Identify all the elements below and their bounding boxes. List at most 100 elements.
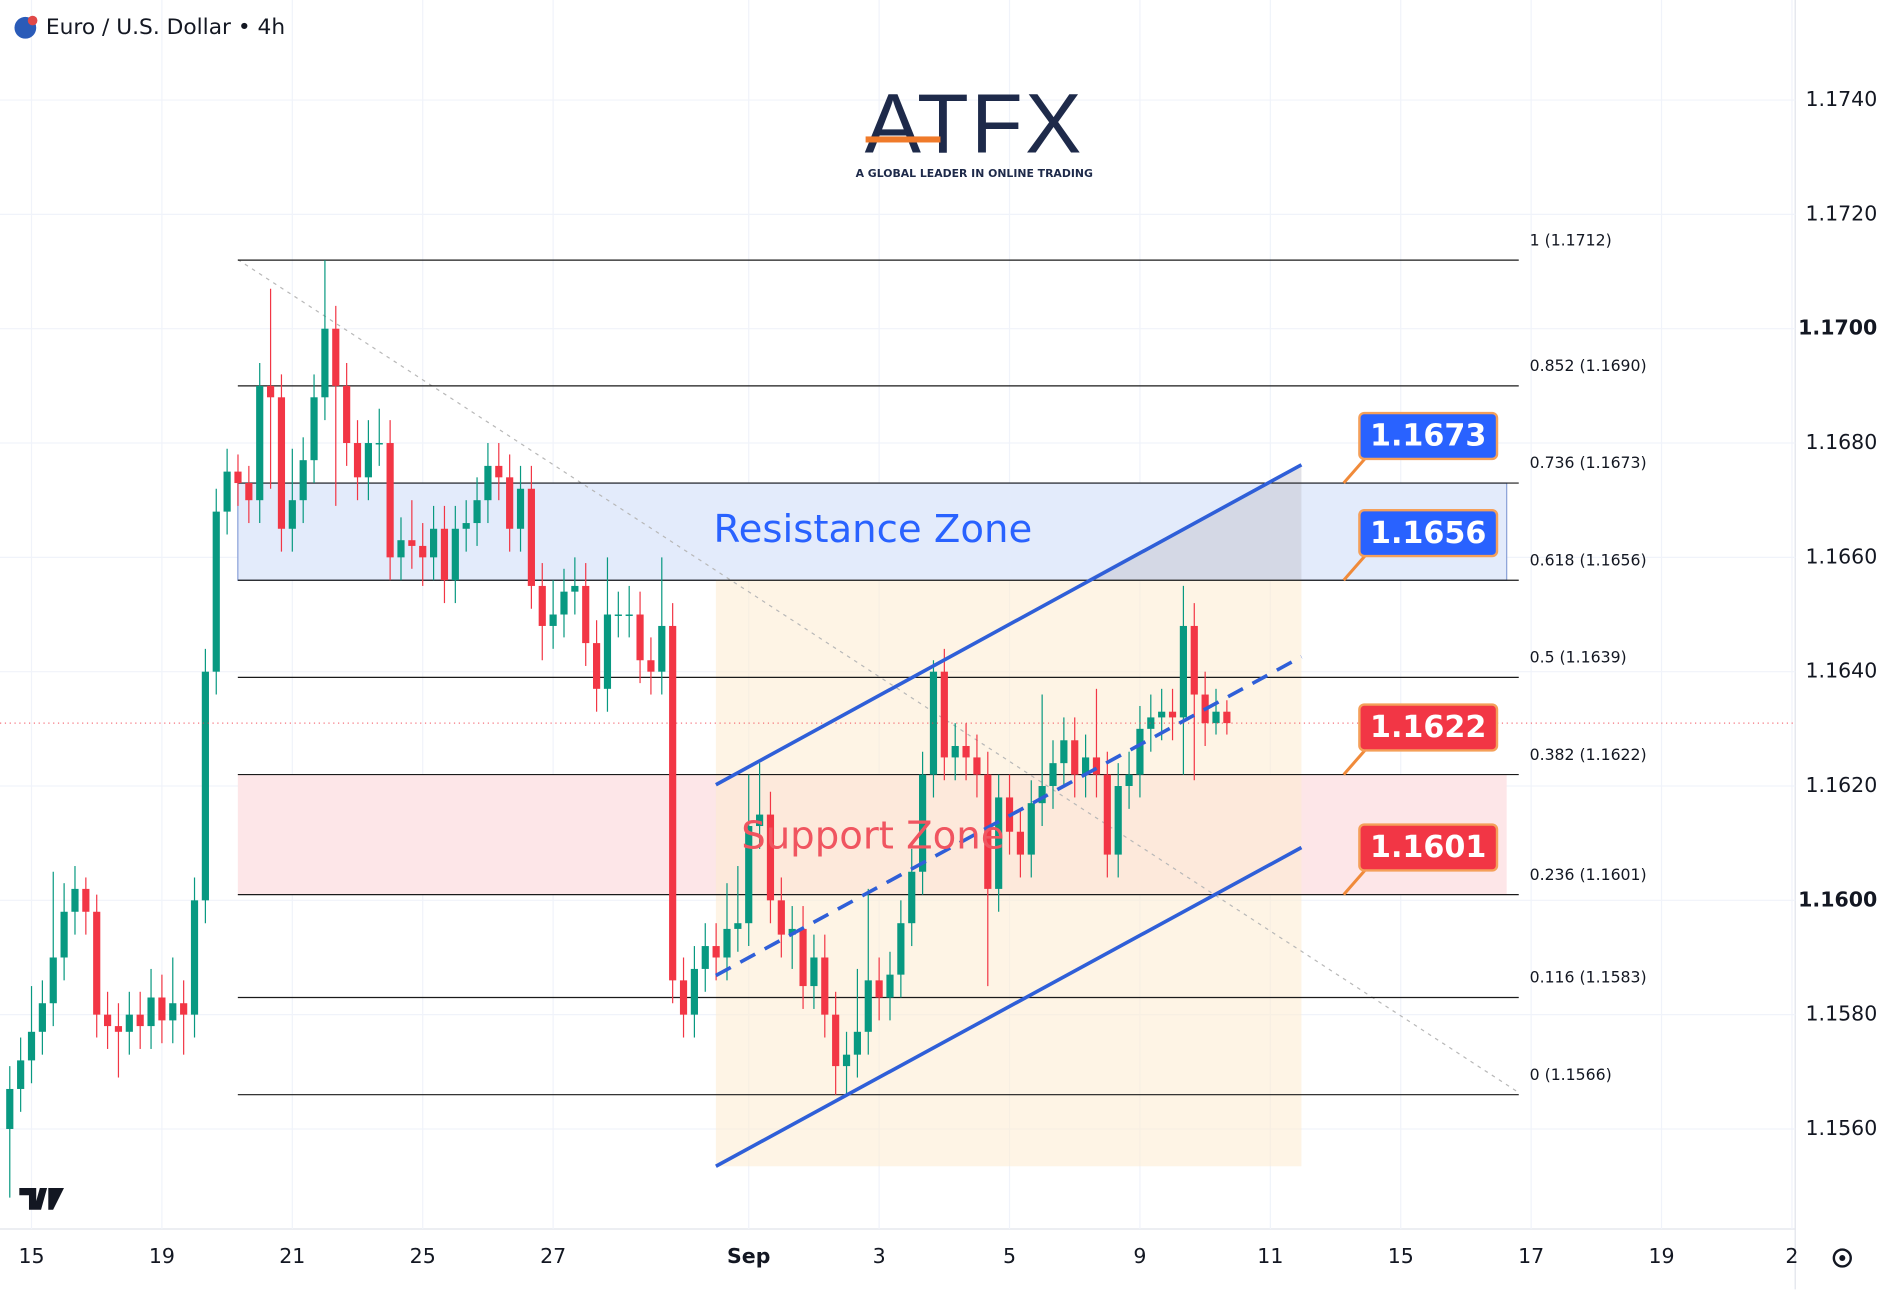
settings-icon-center xyxy=(1839,1254,1846,1262)
fib-label: 0.736 (1.1673) xyxy=(1530,453,1647,472)
candle-body xyxy=(158,997,166,1021)
fib-label: 0.236 (1.1601) xyxy=(1530,865,1647,884)
x-tick-label: 15 xyxy=(1388,1244,1414,1268)
candle-body xyxy=(690,968,698,1015)
logo-accent xyxy=(865,136,941,143)
candle-body xyxy=(919,774,927,872)
candle-body xyxy=(234,471,242,484)
symbol-icon-flag xyxy=(27,15,38,26)
candle-body xyxy=(1060,740,1068,764)
candle-body xyxy=(679,980,688,1015)
candles-layer xyxy=(0,260,1796,1198)
candle-body xyxy=(853,1031,861,1055)
channel-mid xyxy=(715,655,1303,978)
candle-body xyxy=(169,1003,177,1021)
callout-box xyxy=(1358,411,1499,461)
candle-body xyxy=(343,385,351,444)
candle-body xyxy=(995,797,1003,889)
y-tick-label: 1.1640 xyxy=(1806,659,1878,683)
candle-body xyxy=(1038,786,1046,804)
candle-body xyxy=(299,460,307,501)
candle-body xyxy=(1114,786,1122,855)
candle-body xyxy=(321,328,329,398)
candle-body xyxy=(310,397,318,461)
candle-body xyxy=(745,826,753,924)
candle-body xyxy=(82,888,90,912)
candle-body xyxy=(886,974,894,998)
candle-body xyxy=(1103,774,1111,855)
candle-body xyxy=(353,443,362,478)
candle-body xyxy=(473,500,481,524)
channel-box xyxy=(715,579,1302,1167)
x-tick-label: 19 xyxy=(1648,1244,1674,1268)
fib-label: 0.5 (1.1639) xyxy=(1530,648,1627,667)
candle-body xyxy=(266,385,275,398)
logo-text: ATFX xyxy=(865,77,1084,171)
candle-body xyxy=(962,745,970,758)
zone-label: Resistance Zone xyxy=(713,507,1032,552)
y-tick-label: 1.1660 xyxy=(1806,544,1878,568)
y-tick-label: 1.1740 xyxy=(1806,87,1878,111)
fib-label: 0.852 (1.1690) xyxy=(1530,356,1647,375)
candle-body xyxy=(549,614,557,626)
candle-body xyxy=(147,997,155,1027)
callout-box xyxy=(1358,823,1499,872)
candle-body xyxy=(516,488,525,529)
candle-body xyxy=(462,523,470,529)
candle-body xyxy=(1016,831,1024,855)
x-tick-label: 2 xyxy=(1785,1244,1798,1268)
candle-body xyxy=(180,1003,188,1015)
candle-body xyxy=(614,614,622,616)
tv-logo xyxy=(19,1187,64,1210)
candle-body xyxy=(810,957,818,987)
candle-body xyxy=(451,528,459,581)
x-tick-label: 5 xyxy=(1003,1244,1016,1268)
candle-body xyxy=(190,900,199,1015)
y-tick-label: 1.1700 xyxy=(1798,316,1877,340)
candle-body xyxy=(625,614,633,616)
candle-body xyxy=(1071,740,1079,775)
candle-body xyxy=(701,946,709,969)
candle-body xyxy=(103,1014,112,1027)
candle-body xyxy=(17,1060,25,1089)
candle-body xyxy=(506,477,514,529)
callout-label: 1.1622 xyxy=(1370,710,1486,745)
candle-body xyxy=(223,471,231,512)
candle-body xyxy=(49,957,57,1004)
candle-body xyxy=(593,643,601,689)
candle-body xyxy=(114,1026,123,1032)
candle-body xyxy=(788,928,796,935)
candle-body xyxy=(1158,711,1166,718)
fib-label: 0.382 (1.1622) xyxy=(1530,745,1647,764)
callout-box xyxy=(1358,703,1499,752)
candle-body xyxy=(897,923,905,975)
candle-body xyxy=(430,528,438,558)
candle-body xyxy=(658,625,666,672)
candle-body xyxy=(1179,625,1187,718)
candle-body xyxy=(27,1031,36,1061)
x-tick-label: 27 xyxy=(540,1244,566,1268)
settings-icon[interactable] xyxy=(1832,1248,1852,1268)
candle-body xyxy=(527,488,535,586)
candle-body xyxy=(940,671,948,758)
callout-label: 1.1673 xyxy=(1370,419,1486,454)
candle-body xyxy=(495,465,503,478)
y-tick-label: 1.1560 xyxy=(1806,1116,1878,1140)
x-tick-label: 3 xyxy=(873,1244,886,1268)
candle-body xyxy=(832,1014,840,1067)
candle-body xyxy=(375,443,383,445)
x-tick-label: 25 xyxy=(410,1244,436,1268)
candle-body xyxy=(603,614,612,689)
callouts-layer: 1.1673 1.1656 1.1622 1.1601 xyxy=(1342,411,1499,896)
x-tick-label: 15 xyxy=(18,1244,44,1268)
candle-body xyxy=(364,443,372,478)
candle-body xyxy=(397,540,405,558)
candle-body xyxy=(1082,757,1090,775)
candle-body xyxy=(288,500,296,529)
x-tick-label: Sep xyxy=(727,1244,770,1268)
candle-body xyxy=(766,814,775,901)
candle-body xyxy=(201,671,209,901)
x-tick-label: 17 xyxy=(1518,1244,1544,1268)
